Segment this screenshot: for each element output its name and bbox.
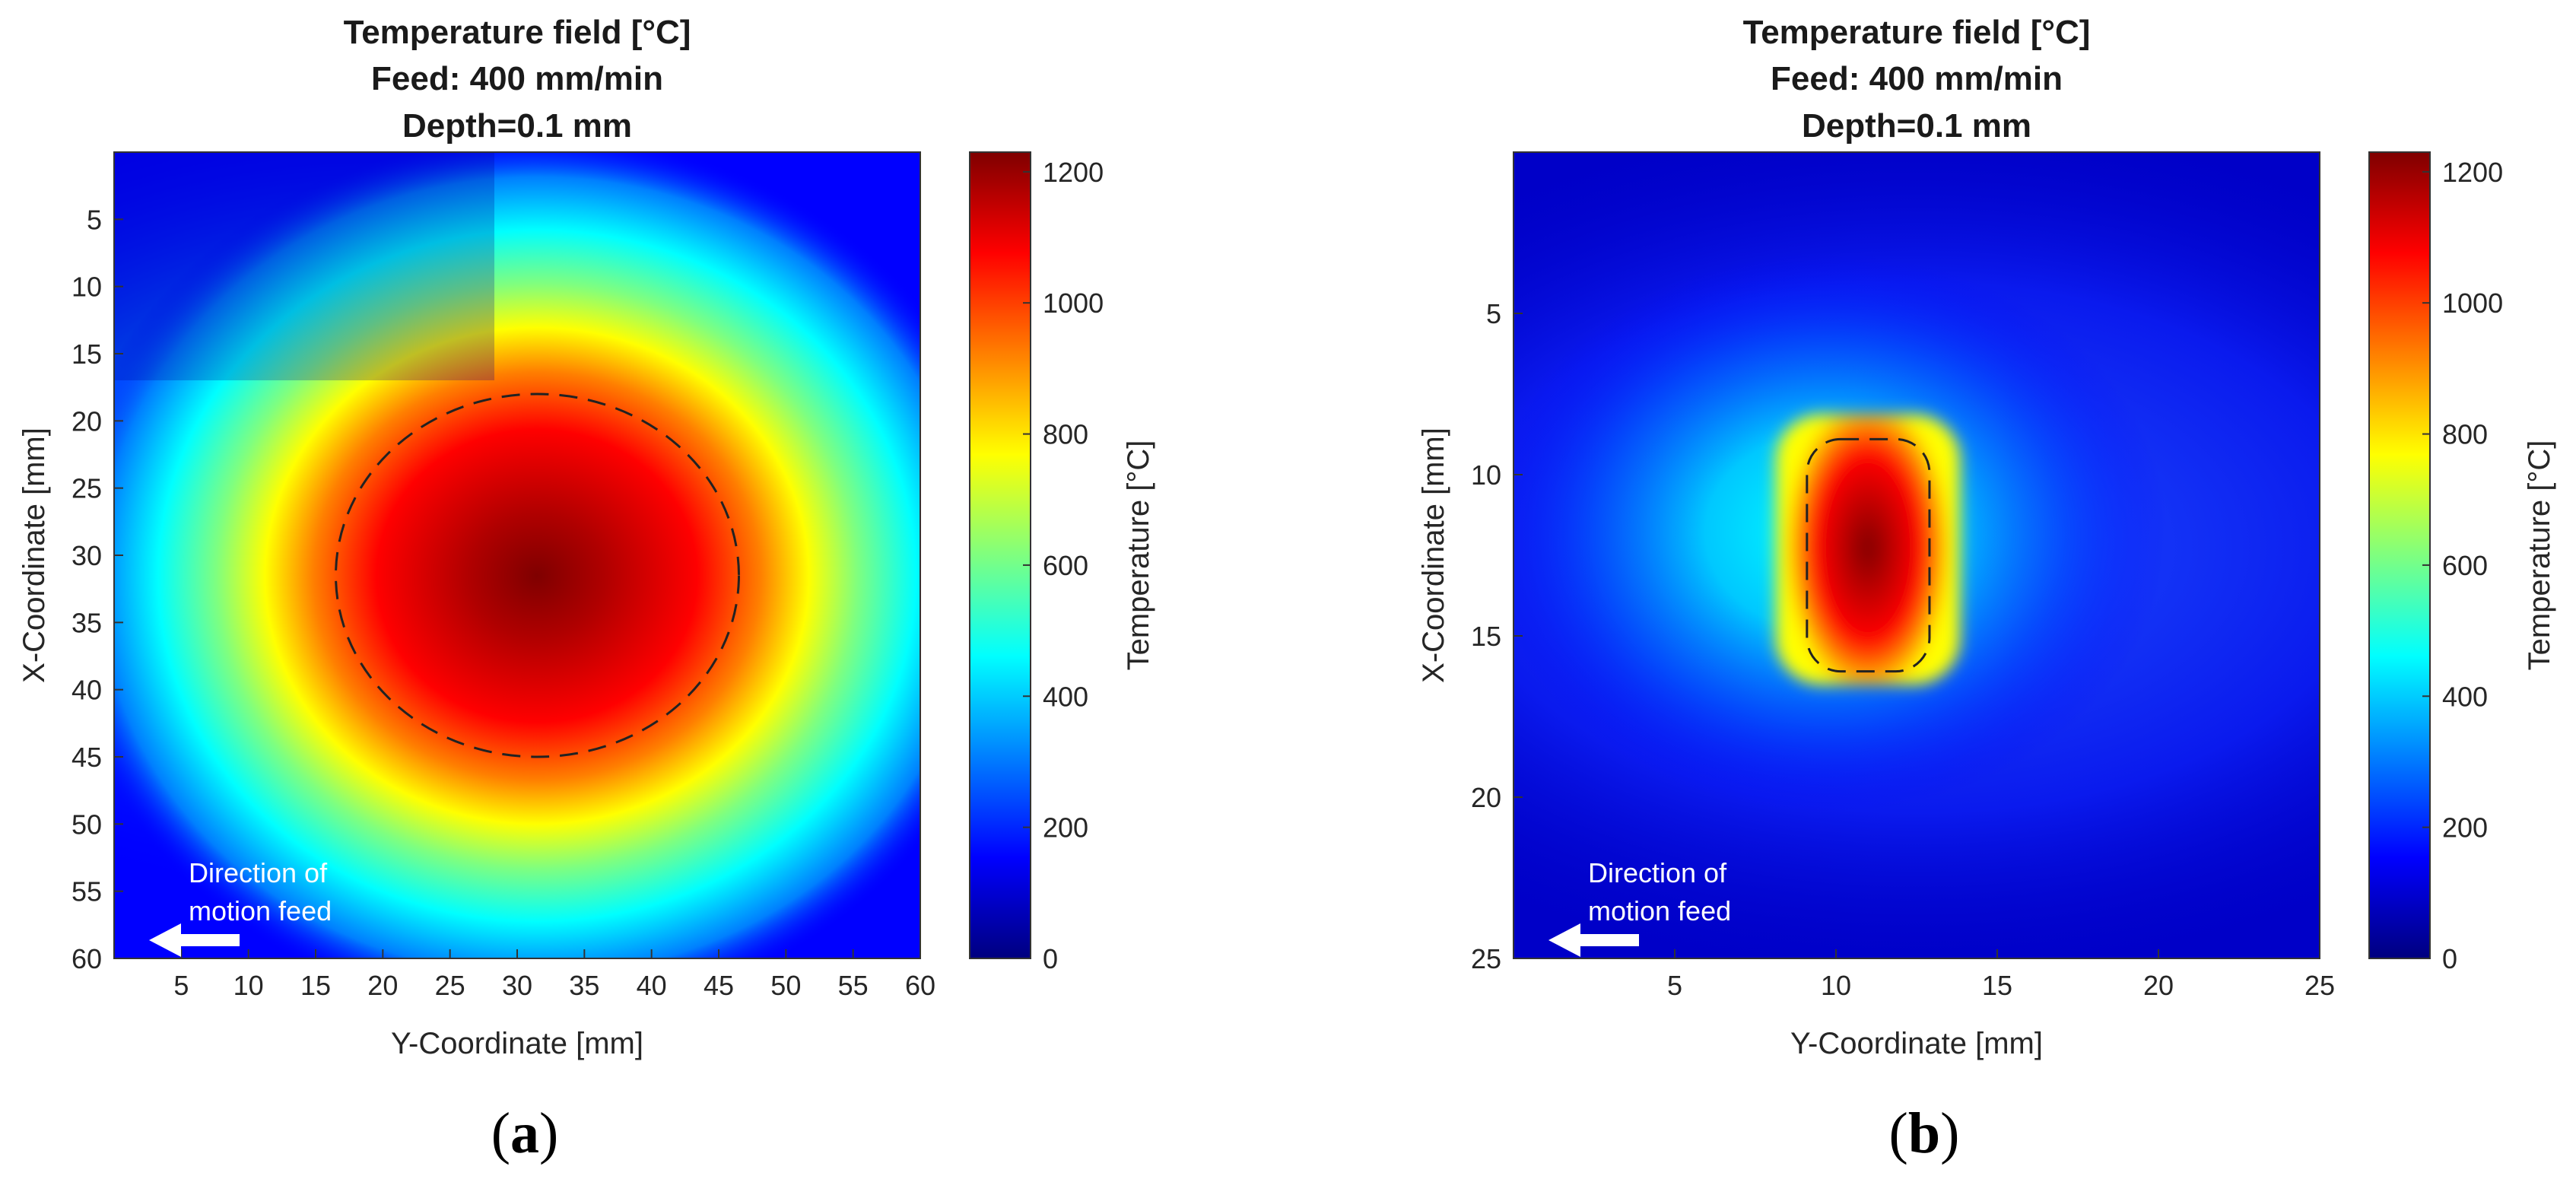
x-tick-label: 55: [838, 970, 869, 1001]
colorbar: 0 200 400 600 800 1000 1200 Temperature [°C]: [969, 151, 1155, 974]
heatmap-core: [1776, 415, 1960, 685]
x-tick-label: 30: [502, 970, 532, 1001]
heatmap-core: [114, 152, 920, 958]
x-tick-label: 15: [1982, 970, 2012, 1001]
colorbar-label: Temperature [°C]: [2523, 440, 2556, 671]
y-tick-label: 15: [71, 338, 102, 370]
x-axis-ticks: 5 10 15 20 25: [1667, 949, 2335, 1001]
chart-title-line-2: Feed: 400 mm/min: [1771, 60, 2063, 97]
y-tick-label: 50: [71, 809, 102, 840]
x-tick-label: 35: [569, 970, 599, 1001]
colorbar-tick-label: 400: [1043, 681, 1088, 712]
heatmap-shade-tl: [114, 152, 494, 380]
y-tick-label: 15: [1471, 621, 1501, 652]
colorbar-ticks: 0 200 400 600 800 1000 1200: [2422, 157, 2503, 974]
x-axis-ticks: 5 10 15 20 25 30 35 40 45 50 55 60: [173, 949, 935, 1001]
y-tick-label: 20: [1471, 782, 1501, 813]
x-tick-label: 60: [905, 970, 935, 1001]
annotation-line-2: motion feed: [189, 895, 332, 926]
panel-label-a: (a): [491, 1101, 559, 1165]
y-tick-label: 10: [71, 272, 102, 303]
chart-title-line-2: Feed: 400 mm/min: [371, 60, 663, 97]
x-axis-label: Y-Coordinate [mm]: [391, 1027, 643, 1060]
annotation-line-1: Direction of: [1588, 857, 1727, 888]
x-tick-label: 5: [1667, 970, 1682, 1001]
colorbar-tick-label: 200: [2442, 812, 2488, 844]
colorbar-gradient: [969, 151, 1031, 959]
motion-feed-annotation: Direction of motion feed: [1548, 857, 1731, 957]
heatmap-area: [1514, 152, 2320, 958]
y-tick-label: 5: [1486, 298, 1501, 329]
colorbar-tick-label: 1200: [1043, 157, 1104, 188]
x-tick-label: 25: [435, 970, 465, 1001]
colorbar-tick-label: 1000: [1043, 288, 1104, 319]
panel-a: Temperature field [°C] Feed: 400 mm/min …: [17, 14, 1155, 1165]
colorbar-tick-label: 0: [1043, 943, 1058, 974]
y-tick-label: 60: [71, 943, 102, 974]
plot-frame: [1513, 151, 2320, 959]
chart-title-line-1: Temperature field [°C]: [1743, 14, 2091, 51]
colorbar-label: Temperature [°C]: [1122, 440, 1155, 671]
y-tick-label: 55: [71, 876, 102, 907]
y-axis-ticks: 5 10 15 20 25 30 35 40 45 50 55 60: [71, 204, 123, 974]
y-tick-label: 35: [71, 607, 102, 638]
y-tick-label: 25: [71, 473, 102, 504]
annotation-line-1: Direction of: [189, 857, 328, 888]
motion-feed-annotation: Direction of motion feed: [149, 857, 332, 957]
x-tick-label: 20: [367, 970, 398, 1001]
chart-title-line-3: Depth=0.1 mm: [1802, 107, 2031, 145]
colorbar-tick-label: 600: [1043, 550, 1088, 581]
x-tick-label: 5: [173, 970, 189, 1001]
colorbar-ticks: 0 200 400 600 800 1000 1200: [1023, 157, 1104, 974]
melt-pool-contour: [335, 392, 740, 758]
colorbar-tick-label: 400: [2442, 681, 2488, 712]
x-tick-label: 20: [2143, 970, 2174, 1001]
colorbar: 0 200 400 600 800 1000 1200 Temperature [°C]: [2368, 151, 2556, 974]
y-tick-label: 10: [1471, 459, 1501, 491]
colorbar-tick-label: 800: [2442, 419, 2488, 450]
colorbar-tick-label: 0: [2442, 943, 2457, 974]
colorbar-tick-label: 800: [1043, 419, 1088, 450]
y-axis-label: X-Coordinate [mm]: [17, 427, 51, 683]
y-axis-label: X-Coordinate [mm]: [1417, 427, 1450, 683]
colorbar-tick-label: 1200: [2442, 157, 2503, 188]
x-tick-label: 40: [637, 970, 667, 1001]
chart-title-line-3: Depth=0.1 mm: [402, 107, 632, 145]
y-tick-label: 25: [1471, 943, 1501, 974]
colorbar-tick-label: 200: [1043, 812, 1088, 844]
arrow-left-icon: [1548, 923, 1639, 957]
x-tick-label: 10: [233, 970, 264, 1001]
colorbar-gradient: [2368, 151, 2431, 959]
melt-pool-contour: [1806, 437, 1931, 673]
y-tick-label: 40: [71, 675, 102, 706]
heatmap-area: [114, 152, 920, 958]
colorbar-tick-label: 1000: [2442, 288, 2503, 319]
panel-label-b: (b): [1889, 1101, 1960, 1165]
x-tick-label: 10: [1821, 970, 1851, 1001]
x-tick-label: 15: [300, 970, 331, 1001]
y-tick-label: 45: [71, 742, 102, 773]
panel-b: Temperature field [°C] Feed: 400 mm/min …: [1417, 14, 2556, 1165]
y-tick-label: 5: [87, 204, 102, 235]
y-tick-label: 30: [71, 540, 102, 571]
x-tick-label: 45: [704, 970, 734, 1001]
arrow-left-icon: [149, 923, 240, 957]
colorbar-tick-label: 600: [2442, 550, 2488, 581]
x-tick-label: 50: [770, 970, 801, 1001]
y-tick-label: 20: [71, 405, 102, 437]
chart-title-line-1: Temperature field [°C]: [344, 14, 691, 51]
y-axis-ticks: 5 10 15 20 25: [1471, 298, 1523, 974]
x-axis-label: Y-Coordinate [mm]: [1790, 1027, 2043, 1060]
annotation-line-2: motion feed: [1588, 895, 1731, 926]
x-tick-label: 25: [2304, 970, 2335, 1001]
